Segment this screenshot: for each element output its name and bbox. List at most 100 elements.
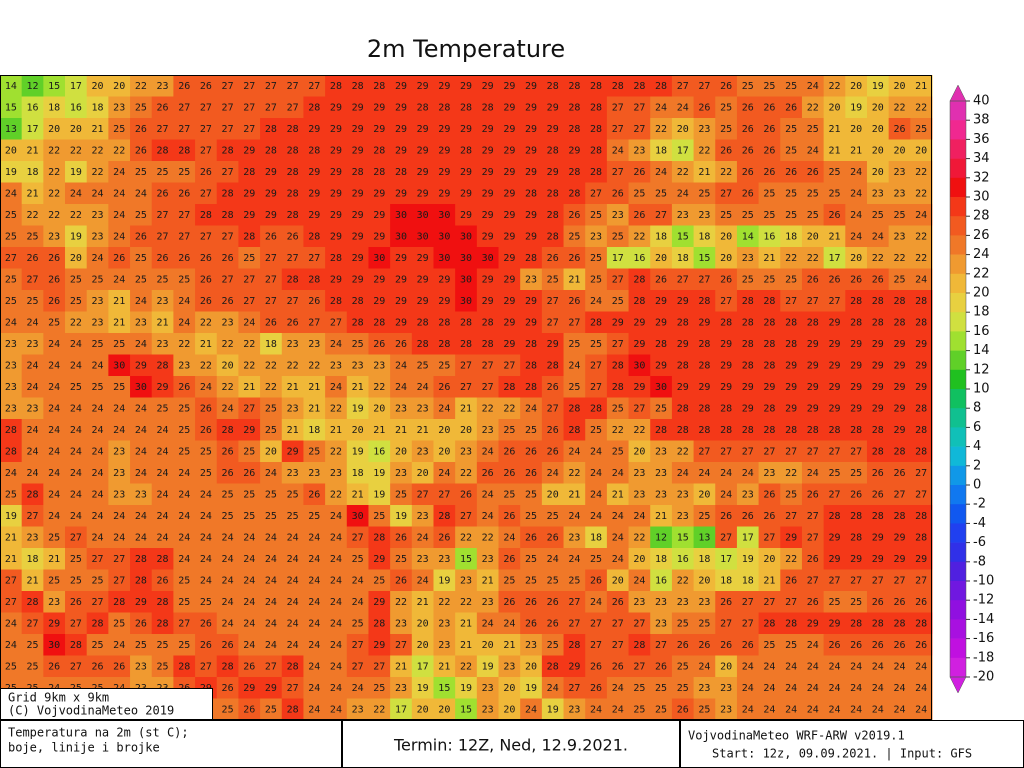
colorbar-label: 4 (973, 439, 981, 454)
temperature-cell (476, 75, 500, 97)
temperature-value: 29 (417, 81, 429, 92)
temperature-value: 21 (92, 124, 104, 135)
temperature-cell (736, 139, 760, 162)
temperature-value: 23 (677, 489, 689, 500)
temperature-value: 27 (460, 360, 472, 371)
temperature-cell (0, 182, 23, 205)
temperature-cell (108, 161, 131, 183)
temperature-value: 26 (568, 210, 580, 221)
temperature-value: 23 (330, 360, 342, 371)
temperature-cell (65, 225, 88, 248)
temperature-value: 29 (850, 339, 862, 350)
temperature-value: 22 (612, 425, 624, 436)
temperature-cell (303, 96, 326, 119)
temperature-value: 26 (742, 102, 754, 113)
temperature-value: 28 (590, 317, 602, 328)
temperature-value: 25 (677, 618, 689, 629)
temperature-value: 26 (200, 81, 212, 92)
temperature-cell (801, 161, 825, 183)
temperature-cell (671, 75, 695, 97)
temperature-value: 24 (330, 532, 342, 543)
temperature-value: 29 (438, 188, 450, 199)
temperature-value: 27 (807, 511, 819, 522)
temperature-value: 21 (395, 661, 407, 672)
temperature-value: 27 (807, 575, 819, 586)
temperature-cell (21, 204, 44, 226)
temperature-value: 22 (785, 554, 797, 565)
temperature-value: 28 (807, 317, 819, 328)
temperature-value: 28 (742, 360, 754, 371)
temperature-value: 29 (828, 360, 840, 371)
temperature-value: 26 (482, 468, 494, 479)
temperature-value: 20 (612, 575, 624, 586)
colorbar-segment (950, 369, 966, 390)
temperature-value: 28 (287, 167, 299, 178)
temperature-cell (260, 161, 283, 183)
temperature-value: 29 (568, 661, 580, 672)
temperature-value: 22 (200, 360, 212, 371)
temperature-value: 26 (677, 640, 689, 651)
temperature-value: 27 (26, 511, 38, 522)
temperature-value: 26 (222, 296, 234, 307)
temperature-value: 24 (113, 403, 125, 414)
temperature-value: 24 (265, 640, 277, 651)
temperature-value: 28 (135, 575, 147, 586)
temperature-value: 24 (308, 683, 320, 694)
temperature-value: 17 (395, 704, 407, 715)
temperature-value: 19 (850, 102, 862, 113)
temperature-value: 24 (417, 382, 429, 393)
temperature-value: 24 (612, 468, 624, 479)
temperature-value: 28 (568, 188, 580, 199)
temperature-value: 21 (352, 382, 364, 393)
temperature-value: 23 (633, 597, 645, 608)
temperature-cell (693, 182, 716, 205)
temperature-cell (325, 139, 348, 162)
temperature-value: 18 (742, 575, 754, 586)
temperature-value: 29 (720, 360, 732, 371)
temperature-value: 24 (612, 511, 624, 522)
temperature-value: 24 (48, 403, 60, 414)
temperature-value: 21 (5, 532, 17, 543)
temperature-cell (303, 161, 326, 183)
temperature-value: 26 (915, 597, 927, 608)
colorbar-segment (950, 350, 966, 371)
temperature-value: 21 (568, 274, 580, 285)
temperature-value: 29 (352, 274, 364, 285)
temperature-value: 27 (807, 532, 819, 543)
temperature-value: 28 (157, 145, 169, 156)
temperature-value: 25 (547, 575, 559, 586)
temperature-cell (780, 96, 803, 119)
temperature-value: 24 (92, 425, 104, 436)
temperature-value: 19 (5, 167, 17, 178)
temperature-value: 26 (763, 489, 775, 500)
temperature-cell (281, 118, 304, 140)
temperature-cell (476, 204, 500, 226)
temperature-value: 29 (872, 403, 884, 414)
temperature-value: 23 (655, 468, 667, 479)
temperature-value: 22 (26, 210, 38, 221)
termin: Termin: 12Z, Ned, 12.9.2021. (393, 736, 628, 755)
temperature-cell (390, 161, 413, 183)
temperature-value: 27 (287, 81, 299, 92)
model: VojvodinaMeteo WRF-ARW v2019.1 (688, 729, 905, 743)
temperature-value: 26 (200, 296, 212, 307)
temperature-value: 26 (590, 575, 602, 586)
temperature-value: 28 (308, 274, 320, 285)
temperature-value: 21 (763, 253, 775, 264)
temperature-value: 29 (893, 339, 905, 350)
temperature-value: 25 (785, 124, 797, 135)
temperature-value: 29 (677, 339, 689, 350)
temperature-cell (736, 182, 760, 205)
temperature-value: 29 (633, 339, 645, 350)
temperature-value: 30 (113, 360, 125, 371)
temperature-cell (238, 161, 261, 183)
temperature-value: 26 (850, 640, 862, 651)
temperature-value: 26 (807, 554, 819, 565)
temperature-cell (801, 139, 825, 162)
temperature-cell (346, 161, 369, 183)
temperature-value: 25 (135, 274, 147, 285)
temperature-value: 29 (352, 124, 364, 135)
temperature-value: 16 (373, 446, 385, 457)
temperature-value: 28 (590, 102, 602, 113)
temperature-value: 22 (915, 253, 927, 264)
